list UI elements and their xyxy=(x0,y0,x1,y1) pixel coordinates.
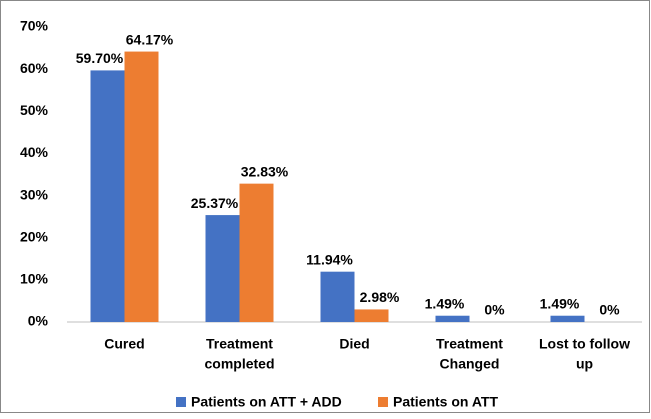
legend-swatch xyxy=(176,397,186,407)
x-tick-label: Treatment xyxy=(436,336,503,352)
value-label: 0% xyxy=(484,302,505,318)
y-tick-label: 40% xyxy=(20,144,49,160)
y-tick-label: 10% xyxy=(20,271,49,287)
y-tick-label: 70% xyxy=(20,18,49,34)
y-tick-label: 50% xyxy=(20,102,49,118)
x-tick-label: Lost to follow xyxy=(539,336,630,352)
bar xyxy=(124,51,159,323)
value-label: 2.98% xyxy=(360,289,400,305)
x-tick-label: Cured xyxy=(104,336,144,352)
y-tick-label: 20% xyxy=(20,228,49,244)
bar xyxy=(90,70,125,323)
value-label: 11.94% xyxy=(306,251,353,267)
y-tick-label: 0% xyxy=(28,313,49,329)
value-label: 1.49% xyxy=(540,295,580,311)
bar xyxy=(550,315,585,322)
bar xyxy=(435,315,470,322)
x-tick-label: Died xyxy=(339,336,369,352)
x-tick-label: Changed xyxy=(440,356,500,372)
y-tick-label: 30% xyxy=(20,186,49,202)
legend-swatch xyxy=(378,397,388,407)
legend-label: Patients on ATT + ADD xyxy=(191,394,342,410)
value-label: 25.37% xyxy=(191,195,239,211)
value-label: 0% xyxy=(599,302,620,318)
legend-label: Patients on ATT xyxy=(393,394,498,410)
bar xyxy=(354,309,389,322)
bar xyxy=(239,183,274,322)
value-label: 32.83% xyxy=(241,163,289,179)
value-label: 1.49% xyxy=(425,295,465,311)
value-label: 64.17% xyxy=(126,31,174,47)
y-tick-label: 60% xyxy=(20,60,49,76)
value-label: 59.70% xyxy=(76,50,124,66)
x-tick-label: Treatment xyxy=(206,336,273,352)
x-tick-label: completed xyxy=(204,356,274,372)
bar xyxy=(205,215,240,322)
bar xyxy=(320,271,355,322)
x-tick-label: up xyxy=(576,356,593,372)
